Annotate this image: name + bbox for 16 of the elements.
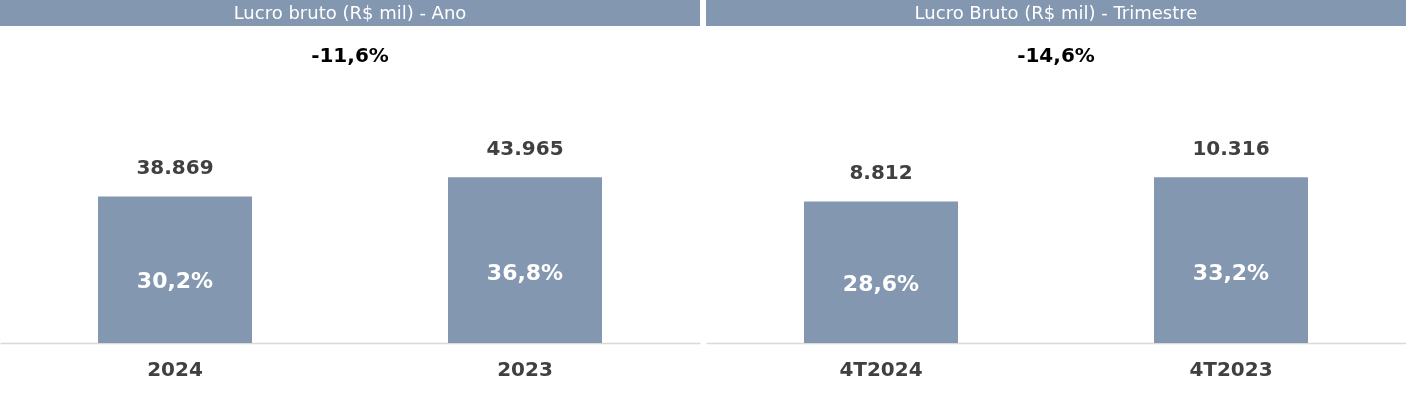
x-tick-label: 2023 [497,356,553,381]
annotation: 28,6% [842,270,920,296]
annotation: 36,8% [486,260,564,286]
annotation: 33,2% [1192,260,1270,286]
x-tick-label: 4T2024 [839,356,923,381]
data-label: 38.869 [136,155,214,180]
data-label: 8.812 [849,160,913,185]
data-label: 10.316 [1192,136,1270,161]
x-tick-label: 4T2023 [1189,356,1273,381]
text: -11,6% [311,43,389,67]
chart-title: Lucro bruto (R$ mil) - Ano [233,2,467,23]
data-label: 43.965 [486,136,564,161]
chart-title: Lucro Bruto (R$ mil) - Trimestre [914,2,1198,23]
annotation: 30,2% [136,268,214,294]
x-tick-label: 2024 [147,356,203,381]
text: -14,6% [1017,43,1095,67]
